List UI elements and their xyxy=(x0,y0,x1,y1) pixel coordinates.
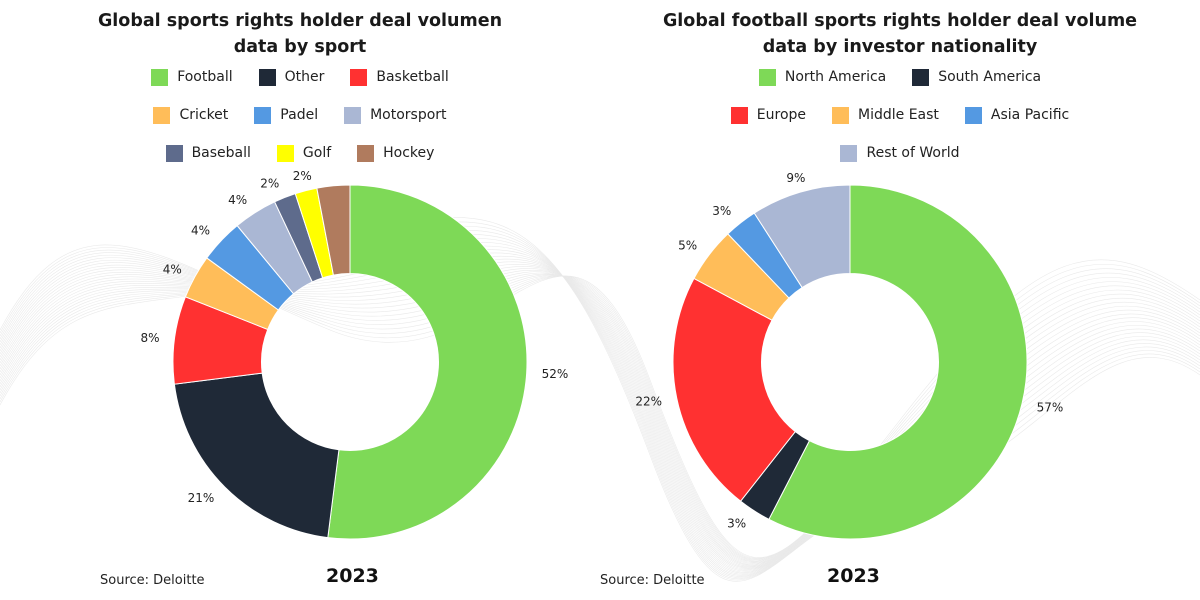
legend-item: Cricket xyxy=(153,104,228,126)
legend-item: Baseball xyxy=(165,142,251,164)
legend-row: Europe Middle East Asia Pacific xyxy=(620,104,1180,126)
donut-slice-hockey xyxy=(316,184,351,276)
legend-item: Hockey xyxy=(357,142,434,164)
legend-swatch xyxy=(832,106,850,124)
legend-label: Rest of World xyxy=(866,145,960,161)
donut-chart-sport: 52% 21% 8% 4% 4% 4% 2% 2% xyxy=(140,169,569,540)
legend-label: North America xyxy=(784,69,887,85)
legend-swatch xyxy=(344,106,362,124)
legend-swatch xyxy=(151,68,169,86)
legend-swatch xyxy=(357,144,375,162)
legend-swatch xyxy=(350,68,368,86)
donut-slice-north-america xyxy=(768,184,1028,540)
donut-slice-rest-of-world xyxy=(753,184,851,289)
legend-label: Middle East xyxy=(858,107,939,123)
chart-title-line-2: data by investor nationality xyxy=(762,37,1038,57)
data-label: 9% xyxy=(786,171,805,185)
legend-item: Padel xyxy=(254,104,318,126)
data-label: 3% xyxy=(727,517,746,531)
year-label: 2023 xyxy=(326,565,379,587)
donut-slice-football xyxy=(327,184,528,540)
data-label: 8% xyxy=(140,331,159,345)
data-label: 4% xyxy=(163,263,182,277)
legend-row: Cricket Padel Motorsport xyxy=(20,104,580,126)
legend-label: Hockey xyxy=(383,145,435,161)
source-note: Source: Deloitte xyxy=(600,573,705,588)
data-label: 4% xyxy=(228,193,247,207)
legend-swatch xyxy=(254,106,272,124)
data-label: 57% xyxy=(1037,400,1064,414)
legend-swatch xyxy=(964,106,982,124)
legend-item: North America xyxy=(758,66,887,88)
legend-item: Other xyxy=(258,66,325,88)
data-label: 22% xyxy=(635,394,662,408)
legend-row: North America South America xyxy=(620,66,1180,88)
chart-legend: Football Other Basketball Cricket Padel Motor… xyxy=(20,66,580,164)
legend-label: Asia Pacific xyxy=(990,107,1070,123)
legend-swatch xyxy=(912,68,930,86)
data-label: 21% xyxy=(188,491,215,505)
data-label: 2% xyxy=(293,169,312,183)
chart-title-line-1: Global football sports rights holder dea… xyxy=(662,11,1138,31)
legend-item: Rest of World xyxy=(840,142,960,164)
legend-swatch xyxy=(165,144,183,162)
legend-item: Basketball xyxy=(350,66,449,88)
legend-item: Middle East xyxy=(832,104,939,126)
data-label: 2% xyxy=(260,176,279,190)
chart-title-line-1: Global sports rights holder deal volumen xyxy=(97,11,503,31)
chart-title: Global sports rights holder deal volumen… xyxy=(0,8,600,60)
legend-label: Golf xyxy=(302,145,332,161)
donut-slice-europe xyxy=(672,277,796,502)
data-label: 52% xyxy=(542,367,569,381)
chart-legend: North America South America Europe Middle E… xyxy=(620,66,1180,164)
source-note: Source: Deloitte xyxy=(100,573,205,588)
donut-chart-investor-nationality: 57% 3% 22% 5% 3% 9% xyxy=(635,171,1064,540)
legend-row: Baseball Golf Hockey xyxy=(20,142,580,164)
legend-label: Motorsport xyxy=(370,107,447,123)
legend-label: Other xyxy=(284,69,325,85)
legend-swatch xyxy=(730,106,748,124)
year-label: 2023 xyxy=(827,565,880,587)
legend-label: Basketball xyxy=(376,69,449,85)
chart-panel-investor-nationality: Global football sports rights holder dea… xyxy=(600,0,1200,600)
legend-swatch xyxy=(840,144,858,162)
legend-item: Football xyxy=(151,66,233,88)
legend-item: Europe xyxy=(730,104,807,126)
legend-item: Golf xyxy=(276,142,332,164)
chart-title: Global football sports rights holder dea… xyxy=(600,8,1200,60)
legend-item: Motorsport xyxy=(344,104,447,126)
data-label: 3% xyxy=(712,204,731,218)
legend-item: Asia Pacific xyxy=(964,104,1070,126)
chart-panel-sport: Global sports rights holder deal volumen… xyxy=(0,8,600,588)
legend-label: Football xyxy=(177,69,233,85)
legend-label: South America xyxy=(938,69,1042,85)
legend-label: Europe xyxy=(756,107,807,123)
chart-title-line-2: data by sport xyxy=(233,37,367,57)
legend-row: Football Other Basketball xyxy=(20,66,580,88)
legend-swatch xyxy=(258,68,276,86)
donut-slice-other xyxy=(173,372,340,539)
legend-row: Rest of World xyxy=(620,142,1180,164)
legend-item: South America xyxy=(912,66,1041,88)
legend-label: Padel xyxy=(280,107,319,123)
legend-swatch xyxy=(153,106,171,124)
legend-swatch xyxy=(758,68,776,86)
legend-label: Baseball xyxy=(191,145,251,161)
data-label: 4% xyxy=(191,224,210,238)
data-label: 5% xyxy=(678,239,697,253)
legend-label: Cricket xyxy=(179,107,229,123)
legend-swatch xyxy=(276,144,294,162)
